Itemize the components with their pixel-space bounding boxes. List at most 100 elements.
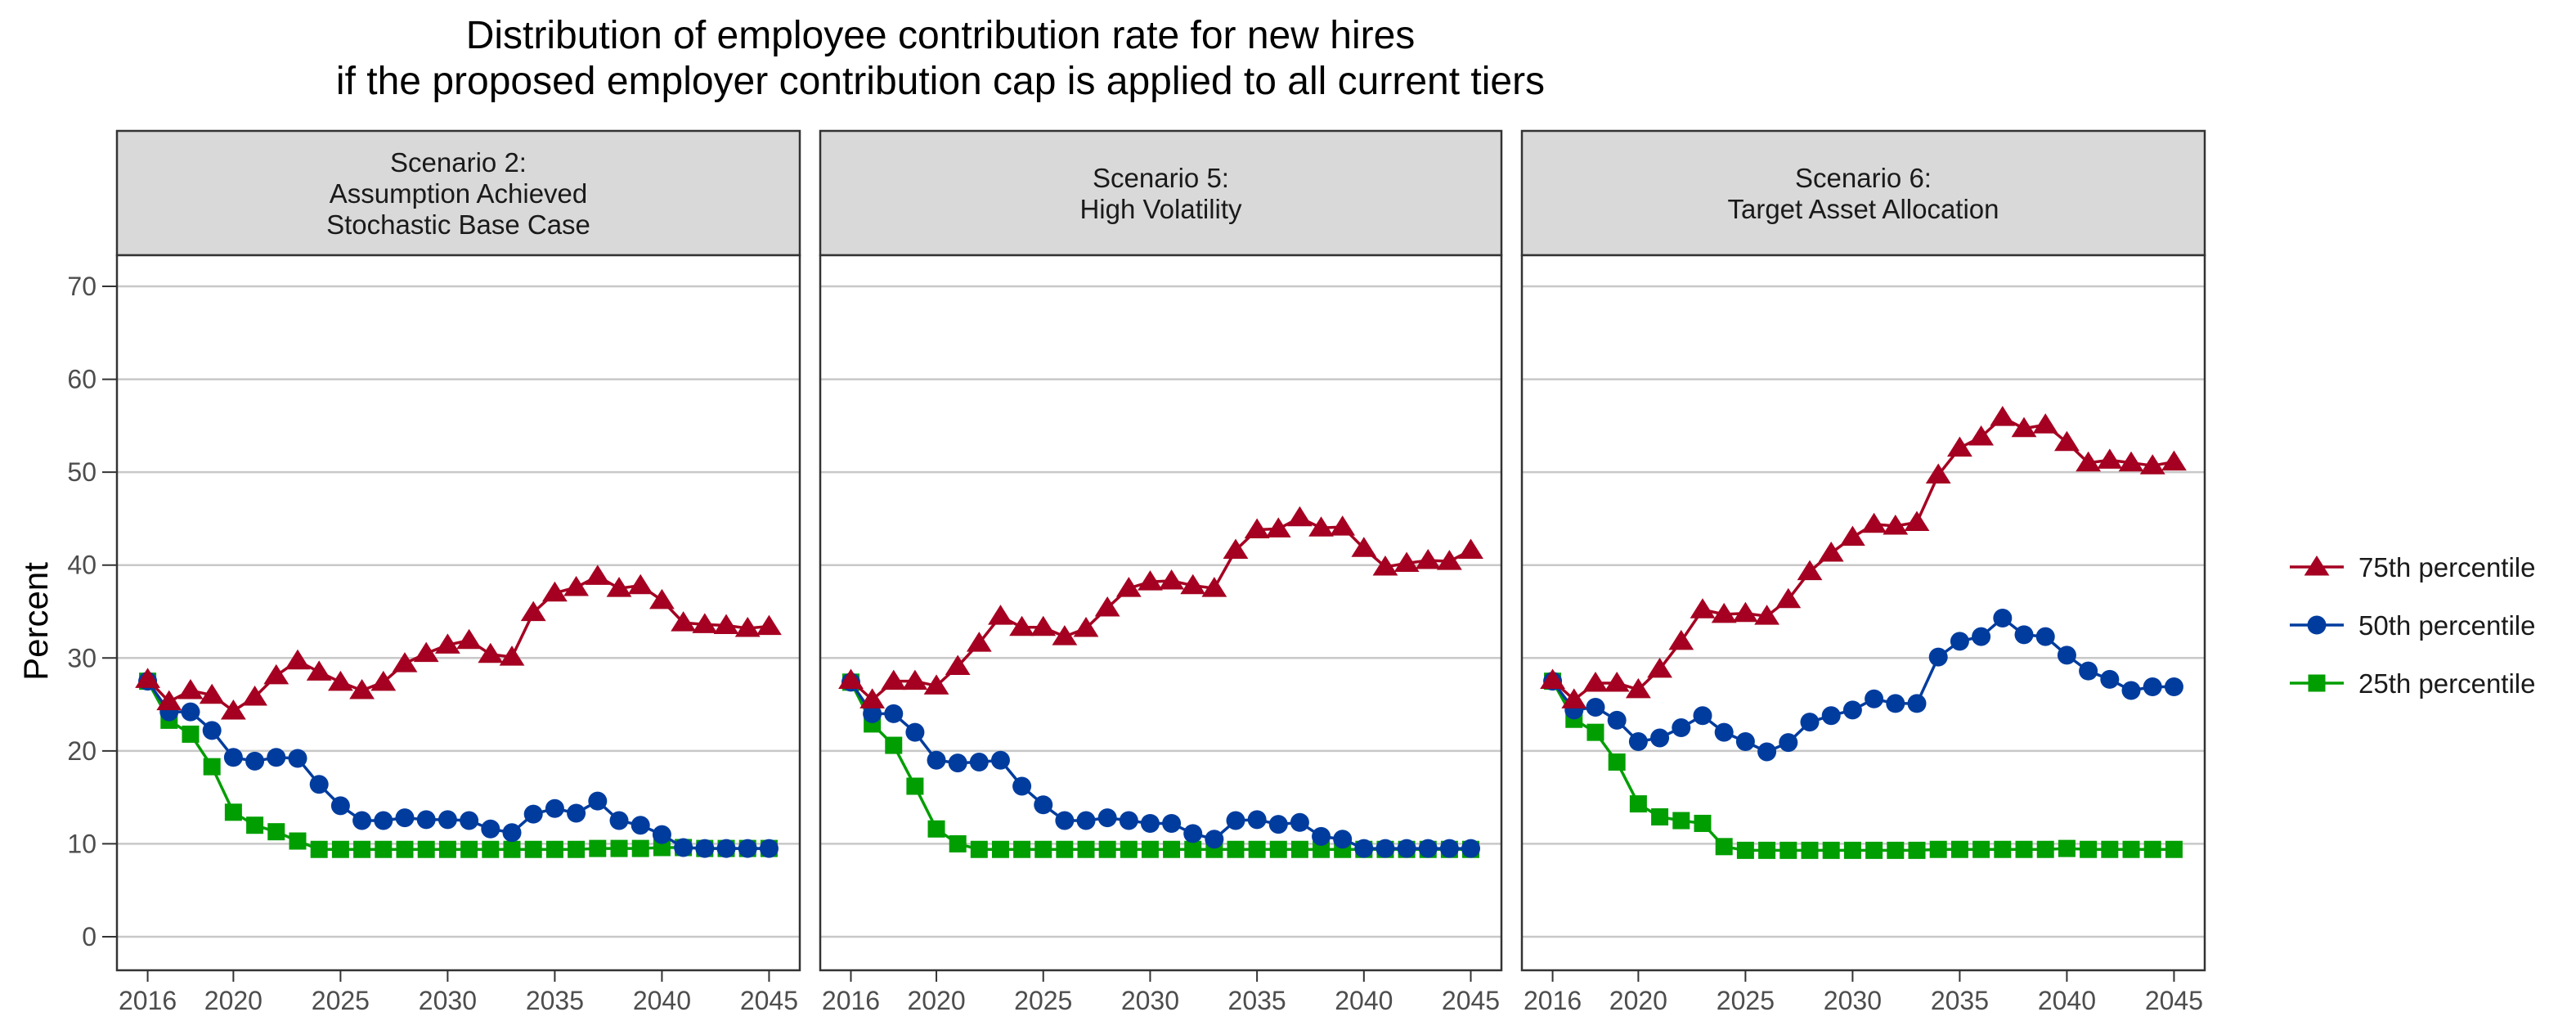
data-point-p25 xyxy=(331,840,349,858)
data-point-p25 xyxy=(1801,841,1819,859)
data-point-p75 xyxy=(713,614,739,635)
y-tick-label: 0 xyxy=(82,922,96,951)
data-point-p25 xyxy=(2015,840,2033,858)
data-point-p75 xyxy=(2032,413,2058,434)
plot-area xyxy=(117,255,800,970)
data-point-p50 xyxy=(416,810,436,830)
data-point-p25 xyxy=(1098,840,1116,858)
data-point-p50 xyxy=(2079,661,2098,681)
data-point-p50 xyxy=(1376,839,1395,858)
data-point-p50 xyxy=(2014,625,2034,645)
data-point-p50 xyxy=(1097,808,1117,828)
data-point-p75 xyxy=(988,605,1013,625)
data-point-p75 xyxy=(499,645,525,666)
data-point-p75 xyxy=(1732,601,1758,623)
data-point-p50 xyxy=(330,796,350,816)
strip-label-line: Stochastic Base Case xyxy=(326,209,590,240)
data-point-p25 xyxy=(375,840,393,858)
data-point-p75 xyxy=(1180,573,1206,595)
data-point-p50 xyxy=(1842,700,1862,720)
data-point-p50 xyxy=(523,804,543,824)
x-tick-label: 2045 xyxy=(740,986,798,1015)
data-point-p25 xyxy=(589,839,607,857)
data-point-p75 xyxy=(306,660,332,681)
panel-border xyxy=(1520,254,2206,972)
data-point-p50 xyxy=(2100,669,2120,689)
data-point-p25 xyxy=(2122,840,2140,858)
data-point-p25 xyxy=(1736,841,1754,859)
y-tick-label: 50 xyxy=(67,457,96,487)
data-point-p75 xyxy=(1818,541,1844,562)
data-point-p25 xyxy=(568,840,586,858)
data-point-p25 xyxy=(1672,812,1690,830)
data-point-p75 xyxy=(1094,596,1120,617)
x-tick-label: 2040 xyxy=(1335,986,1393,1015)
data-point-p75 xyxy=(1201,577,1227,597)
data-point-p50 xyxy=(927,750,946,770)
data-point-p50 xyxy=(759,839,779,858)
data-point-p75 xyxy=(1561,688,1587,708)
data-point-p50 xyxy=(1397,839,1416,858)
data-point-p75 xyxy=(1330,515,1356,536)
data-point-p75 xyxy=(1115,577,1142,597)
data-point-p50 xyxy=(1119,811,1138,830)
data-point-p75 xyxy=(542,581,568,602)
data-point-p25 xyxy=(1629,795,1647,813)
legend-marker-p25 xyxy=(2308,674,2326,692)
data-point-p25 xyxy=(1843,841,1861,859)
data-point-p25 xyxy=(991,840,1009,858)
data-point-p25 xyxy=(1013,840,1031,858)
data-point-p75 xyxy=(1393,551,1420,572)
data-point-p25 xyxy=(1822,841,1840,859)
data-point-p75 xyxy=(263,663,289,685)
x-tick-label: 2040 xyxy=(633,986,691,1015)
data-point-p75 xyxy=(923,674,949,695)
data-point-p75 xyxy=(2161,450,2187,471)
data-point-p50 xyxy=(1907,694,1927,713)
strip-label-line: Scenario 2: xyxy=(390,147,527,178)
panel-1: Scenario 2:Assumption AchievedStochastic… xyxy=(115,129,801,1015)
data-point-p75 xyxy=(177,679,204,699)
x-tick-label: 2030 xyxy=(1824,986,1882,1015)
data-point-p50 xyxy=(884,704,904,723)
data-point-p50 xyxy=(1333,830,1353,849)
strip-label-line: Target Asset Allocation xyxy=(1727,194,1999,224)
data-point-p50 xyxy=(738,839,757,858)
data-point-p75 xyxy=(1604,671,1630,692)
data-point-p25 xyxy=(1865,841,1883,859)
data-point-p50 xyxy=(1928,647,1948,667)
data-point-p50 xyxy=(1865,689,1884,708)
data-point-p75 xyxy=(156,690,182,711)
data-point-p50 xyxy=(1886,694,1905,713)
data-point-p50 xyxy=(309,775,329,794)
data-point-p75 xyxy=(1775,587,1802,609)
data-point-p25 xyxy=(1950,840,1968,858)
data-point-p75 xyxy=(2054,430,2080,452)
strip-label-line: High Volatility xyxy=(1079,194,1242,224)
data-point-p25 xyxy=(927,820,945,838)
data-point-p50 xyxy=(1714,722,1734,742)
data-point-p50 xyxy=(716,839,736,858)
data-point-p75 xyxy=(734,616,761,637)
data-point-p75 xyxy=(2076,451,2102,472)
data-point-p75 xyxy=(1904,511,1930,531)
x-tick-label: 2020 xyxy=(907,986,965,1015)
data-point-p75 xyxy=(392,652,418,672)
data-point-p25 xyxy=(885,736,903,754)
x-tick-label: 2025 xyxy=(1014,986,1072,1015)
data-point-p75 xyxy=(838,668,864,690)
data-point-p25 xyxy=(1651,807,1669,825)
x-tick-label: 2016 xyxy=(822,986,880,1015)
chart-title: Distribution of employee contribution ra… xyxy=(465,14,1416,57)
data-point-p50 xyxy=(245,751,265,771)
data-point-p25 xyxy=(2036,840,2054,858)
data-point-p50 xyxy=(905,722,925,742)
data-point-p50 xyxy=(267,748,286,767)
x-tick-label: 2020 xyxy=(1609,986,1667,1015)
data-point-p25 xyxy=(2101,840,2119,858)
data-point-p75 xyxy=(881,669,907,690)
data-point-p25 xyxy=(438,840,456,858)
data-point-p75 xyxy=(1308,516,1334,537)
data-point-p75 xyxy=(1287,506,1313,527)
